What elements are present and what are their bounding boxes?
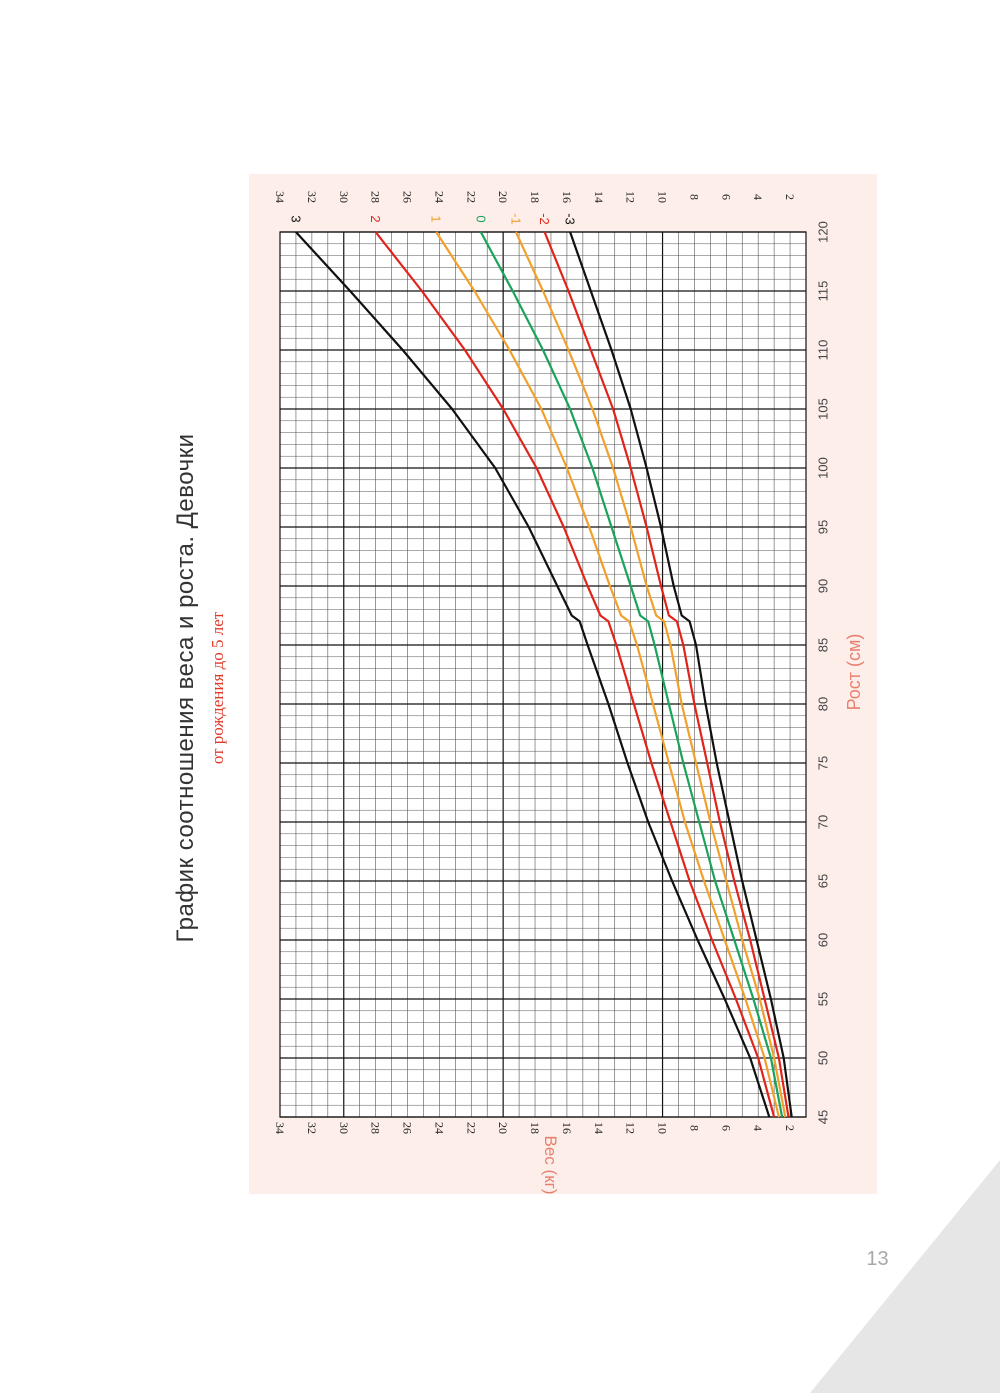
series-label-2: 2 bbox=[368, 215, 383, 222]
height-tick-label: 85 bbox=[816, 638, 831, 652]
weight-tick-label-bottom: 24 bbox=[432, 1122, 446, 1134]
series-line--2 bbox=[543, 231, 790, 1118]
weight-tick-label-bottom: 20 bbox=[496, 1122, 510, 1134]
weight-tick-label-bottom: 34 bbox=[273, 1122, 287, 1134]
page-number: 13 bbox=[866, 1248, 889, 1270]
weight-tick-label-bottom: 22 bbox=[464, 1122, 478, 1134]
series-label-1: 1 bbox=[429, 215, 444, 222]
height-tick-label: 95 bbox=[816, 520, 831, 534]
weight-tick-label-bottom: 32 bbox=[305, 1122, 319, 1134]
series-label--1: -1 bbox=[508, 213, 523, 225]
weight-tick-label-top: 2 bbox=[783, 194, 797, 200]
weight-tick-label-top: 34 bbox=[273, 191, 287, 203]
weight-tick-label-top: 16 bbox=[560, 191, 574, 203]
weight-tick-label-top: 4 bbox=[751, 194, 765, 200]
weight-tick-label-bottom: 18 bbox=[528, 1122, 542, 1134]
weight-tick-label-top: 22 bbox=[464, 191, 478, 203]
data-series bbox=[295, 231, 793, 1118]
chart-labels: 2244668810101212141416161818202022222424… bbox=[273, 191, 831, 1134]
height-tick-label: 45 bbox=[816, 1110, 831, 1124]
series-label-3: 3 bbox=[288, 215, 303, 222]
weight-tick-label-top: 14 bbox=[592, 191, 606, 203]
weight-tick-label-bottom: 2 bbox=[783, 1125, 797, 1131]
weight-tick-label-top: 32 bbox=[305, 191, 319, 203]
height-tick-label: 70 bbox=[816, 815, 831, 829]
weight-tick-label-bottom: 14 bbox=[592, 1122, 606, 1134]
weight-tick-label-top: 24 bbox=[432, 191, 446, 203]
height-tick-label: 50 bbox=[816, 1051, 831, 1065]
weight-tick-label-top: 26 bbox=[401, 191, 415, 203]
chart-title: График соотношения веса и роста. Девочки bbox=[172, 434, 199, 943]
y-axis-label: Вес (кг) bbox=[541, 1136, 560, 1195]
plot-border bbox=[279, 231, 807, 1118]
series-line-0 bbox=[479, 231, 784, 1118]
weight-tick-label-top: 12 bbox=[624, 191, 638, 203]
weight-tick-label-bottom: 4 bbox=[751, 1125, 765, 1131]
plot-area-background bbox=[280, 232, 806, 1117]
height-tick-label: 90 bbox=[816, 579, 831, 593]
height-tick-label: 80 bbox=[816, 697, 831, 711]
chart-subtitle: от рождения до 5 лет bbox=[208, 611, 227, 764]
weight-tick-label-bottom: 30 bbox=[337, 1122, 351, 1134]
weight-tick-label-top: 20 bbox=[496, 191, 510, 203]
weight-tick-label-bottom: 10 bbox=[656, 1122, 670, 1134]
weight-tick-label-bottom: 6 bbox=[719, 1125, 733, 1131]
height-tick-label: 120 bbox=[816, 221, 831, 243]
series-line-3 bbox=[295, 231, 771, 1118]
height-tick-label: 75 bbox=[816, 756, 831, 770]
series-line--3 bbox=[569, 231, 793, 1118]
series-line-1 bbox=[435, 231, 780, 1118]
weight-tick-label-top: 8 bbox=[687, 194, 701, 200]
weight-tick-label-top: 6 bbox=[719, 194, 733, 200]
weight-tick-label-top: 28 bbox=[369, 191, 383, 203]
weight-tick-label-bottom: 12 bbox=[624, 1122, 638, 1134]
height-tick-label: 60 bbox=[816, 933, 831, 947]
series-label--3: -3 bbox=[563, 213, 578, 225]
height-tick-label: 55 bbox=[816, 992, 831, 1006]
height-tick-label: 115 bbox=[816, 281, 831, 302]
x-axis-label: Рост (см) bbox=[844, 634, 864, 711]
series-line-2 bbox=[374, 231, 776, 1118]
height-tick-label: 110 bbox=[816, 340, 831, 361]
height-tick-label: 100 bbox=[816, 457, 831, 479]
weight-tick-label-bottom: 8 bbox=[687, 1125, 701, 1131]
weight-tick-label-bottom: 26 bbox=[401, 1122, 415, 1134]
height-tick-label: 105 bbox=[816, 398, 831, 420]
height-tick-label: 65 bbox=[816, 874, 831, 888]
weight-tick-label-top: 10 bbox=[656, 191, 670, 203]
series-line--1 bbox=[514, 231, 787, 1118]
weight-tick-label-bottom: 28 bbox=[369, 1122, 383, 1134]
weight-tick-label-top: 18 bbox=[528, 191, 542, 203]
series-label-0: 0 bbox=[473, 215, 488, 222]
series-label--2: -2 bbox=[537, 213, 552, 225]
weight-tick-label-top: 30 bbox=[337, 191, 351, 203]
weight-tick-label-bottom: 16 bbox=[560, 1122, 574, 1134]
